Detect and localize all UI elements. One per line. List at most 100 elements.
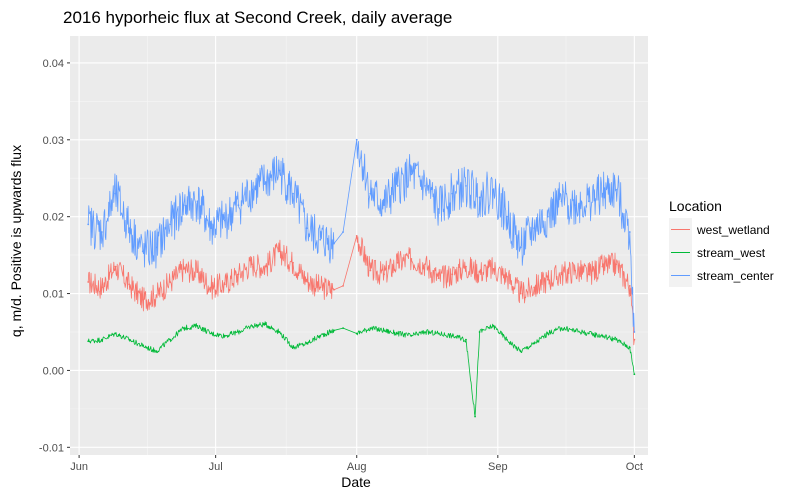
x-tick-label: Sep xyxy=(488,461,508,473)
data-point-west_wetland xyxy=(533,286,536,289)
data-point-stream_west xyxy=(210,332,212,335)
data-point-west_wetland xyxy=(141,298,144,301)
data-point-stream_center xyxy=(519,246,522,249)
x-tick-label: Jun xyxy=(70,461,88,473)
x-tick-label: Oct xyxy=(626,461,643,473)
data-point-west_wetland xyxy=(437,277,440,280)
data-point-stream_west xyxy=(506,338,508,341)
data-point-stream_west xyxy=(292,346,294,349)
data-point-west_wetland xyxy=(396,261,399,264)
data-point-stream_center xyxy=(615,188,618,191)
data-point-stream_center xyxy=(128,227,131,230)
data-point-stream_west xyxy=(319,334,322,337)
data-point-stream_west xyxy=(601,334,604,337)
data-point-west_wetland xyxy=(305,278,308,281)
data-point-stream_center xyxy=(533,227,536,230)
y-tick-label: -0.01 xyxy=(39,442,64,454)
data-point-west_wetland xyxy=(478,271,481,273)
y-tick-label: 0.03 xyxy=(43,135,64,147)
data-point-west_wetland xyxy=(451,273,454,276)
data-point-stream_west xyxy=(633,373,636,376)
data-point-west_wetland xyxy=(369,269,372,272)
data-point-stream_center xyxy=(223,219,226,222)
major-gridlines xyxy=(70,36,648,455)
series-stream_west xyxy=(87,321,636,418)
data-point-west_wetland xyxy=(633,338,636,341)
data-point-west_wetland xyxy=(223,283,226,286)
data-point-west_wetland xyxy=(237,273,240,276)
y-axis: -0.01 0.00 0.01 0.02 0.03 0.04 xyxy=(39,58,70,454)
data-point-stream_center xyxy=(369,192,372,195)
x-tick-label: Jul xyxy=(209,461,223,473)
data-point-stream_center xyxy=(355,138,358,141)
data-point-west_wetland xyxy=(128,283,131,286)
data-point-west_wetland xyxy=(560,273,563,276)
data-point-stream_center xyxy=(506,215,508,218)
chart-title: 2016 hyporheic flux at Second Creek, dai… xyxy=(63,8,452,27)
data-point-west_wetland xyxy=(574,269,577,272)
data-point-stream_west xyxy=(519,350,522,353)
data-point-stream_center xyxy=(237,204,240,207)
data-point-stream_west xyxy=(546,332,549,335)
data-point-stream_center xyxy=(560,200,563,203)
data-point-stream_west xyxy=(437,332,440,335)
data-point-stream_center xyxy=(410,173,413,176)
data-point-west_wetland xyxy=(196,271,199,273)
data-point-stream_west xyxy=(169,338,172,341)
series-layer xyxy=(87,138,636,418)
data-point-stream_center xyxy=(333,242,335,245)
data-point-stream_west xyxy=(492,324,495,327)
series-line-west_wetland xyxy=(87,235,635,346)
data-point-stream_west xyxy=(87,340,90,343)
legend-label: west_wetland xyxy=(696,223,770,237)
data-point-stream_west xyxy=(560,327,563,330)
data-point-stream_center xyxy=(278,169,281,172)
data-point-west_wetland xyxy=(601,265,604,268)
data-point-stream_west xyxy=(451,334,454,337)
legend-title: Location xyxy=(669,198,722,214)
data-point-stream_west xyxy=(396,332,399,335)
data-point-stream_west xyxy=(128,338,131,341)
data-point-stream_west xyxy=(574,329,577,332)
data-point-stream_center xyxy=(305,227,308,230)
data-point-stream_west xyxy=(333,329,335,332)
data-point-west_wetland xyxy=(546,278,549,281)
data-point-stream_west xyxy=(264,323,267,326)
data-point-stream_center xyxy=(182,204,185,207)
data-point-stream_center xyxy=(210,227,212,230)
data-point-west_wetland xyxy=(424,263,426,266)
data-point-stream_center xyxy=(383,204,385,207)
x-tick-label: Aug xyxy=(347,461,367,473)
data-point-stream_center xyxy=(478,196,481,199)
series-stream_center xyxy=(87,138,636,333)
data-point-west_wetland xyxy=(87,281,90,283)
data-point-west_wetland xyxy=(292,261,294,264)
data-point-west_wetland xyxy=(251,263,253,266)
data-point-stream_center xyxy=(492,188,495,191)
data-point-stream_west xyxy=(383,329,385,332)
data-point-west_wetland xyxy=(465,265,467,268)
data-point-stream_west xyxy=(465,338,467,341)
data-point-stream_center xyxy=(424,185,426,187)
data-point-west_wetland xyxy=(587,273,590,276)
data-point-west_wetland xyxy=(628,284,631,287)
data-point-west_wetland xyxy=(342,284,344,287)
data-point-west_wetland xyxy=(210,286,212,289)
series-line-stream_center xyxy=(87,139,635,333)
data-point-stream_west xyxy=(533,342,536,345)
data-point-stream_center xyxy=(169,223,172,226)
data-point-west_wetland xyxy=(155,294,158,296)
data-point-stream_center xyxy=(587,200,590,203)
data-point-stream_center xyxy=(633,331,636,333)
data-point-west_wetland xyxy=(410,258,413,260)
data-point-stream_west xyxy=(182,327,185,330)
data-point-west_wetland xyxy=(100,286,103,289)
data-point-stream_center xyxy=(465,185,467,187)
y-tick-label: 0.02 xyxy=(43,212,64,224)
legend-label: stream_center xyxy=(697,269,774,283)
data-point-stream_west xyxy=(369,327,372,330)
y-tick-label: 0.01 xyxy=(43,289,64,301)
data-point-stream_center xyxy=(196,200,199,203)
data-point-stream_center xyxy=(628,231,631,233)
